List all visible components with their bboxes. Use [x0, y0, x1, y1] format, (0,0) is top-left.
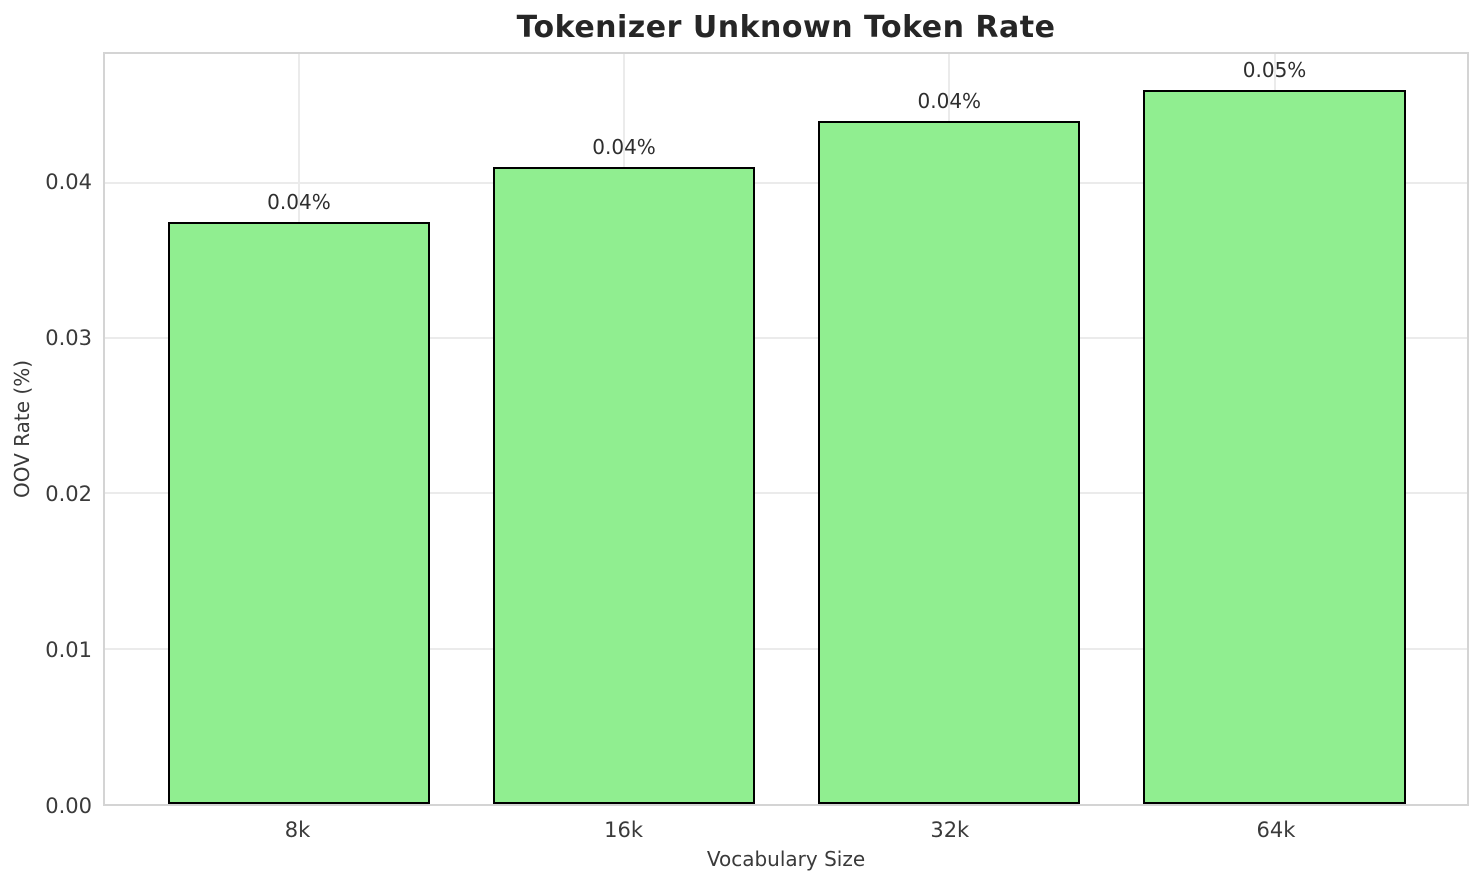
x-tick-label-16k: 16k	[604, 818, 644, 842]
y-tick-label: 0.03	[45, 325, 92, 350]
bar-value-label: 0.05%	[1242, 57, 1307, 82]
x-tick-label-64k: 64k	[1256, 818, 1296, 842]
horizontal-gridline	[105, 181, 1467, 184]
plot-area: 0.04% 0.04% 0.04% 0.05%	[103, 52, 1469, 806]
x-tick-label-8k: 8k	[284, 818, 311, 842]
y-tick-label: 0.01	[45, 637, 92, 662]
y-tick-label: 0.00	[45, 794, 92, 818]
chart-title: Tokenizer Unknown Token Rate	[516, 10, 1056, 45]
bar-8k	[167, 221, 431, 804]
horizontal-gridline	[105, 647, 1467, 650]
bar-value-label: 0.04%	[267, 189, 331, 214]
plot-canvas: 0.04% 0.04% 0.04% 0.05%	[105, 54, 1467, 804]
bar-16k	[492, 167, 756, 804]
y-axis-label: OOV Rate (%)	[10, 360, 34, 498]
bar-value-label: 0.04%	[592, 135, 656, 160]
x-tick-label-32k: 32k	[930, 818, 970, 842]
y-tick-label: 0.02	[45, 481, 92, 506]
bar-32k	[818, 120, 1081, 804]
horizontal-gridline	[105, 337, 1467, 340]
y-tick-label: 0.04	[45, 169, 92, 194]
bar-value-label: 0.04%	[917, 88, 982, 113]
bar-64k	[1143, 89, 1406, 804]
x-axis-label: Vocabulary Size	[706, 847, 866, 871]
horizontal-gridline	[105, 492, 1467, 495]
